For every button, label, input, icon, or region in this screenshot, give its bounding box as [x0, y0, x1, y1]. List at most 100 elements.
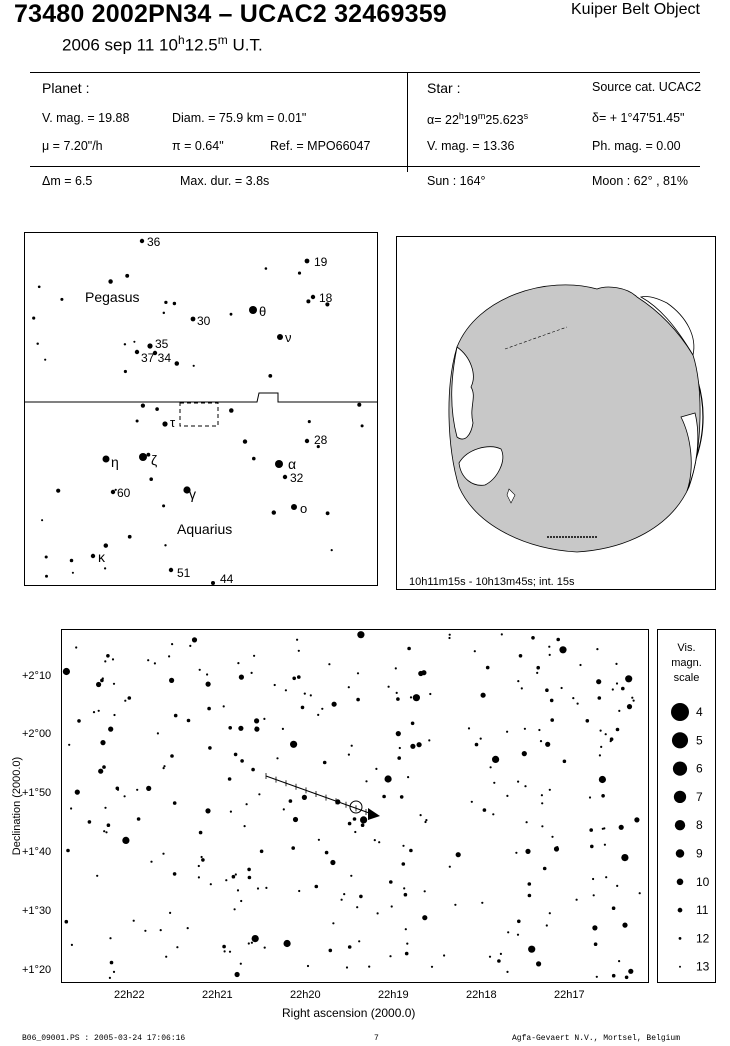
field-star: [603, 843, 607, 846]
field-star: [553, 846, 560, 852]
field-star: [292, 676, 296, 681]
field-star: [265, 886, 268, 889]
field-star: [276, 757, 279, 760]
field-star: [493, 781, 496, 784]
field-star: [548, 788, 551, 791]
legend-mag-label: 4: [696, 705, 703, 719]
field-star: [243, 825, 246, 828]
field-star: [611, 688, 614, 691]
legend-dot: [673, 790, 687, 804]
field-star: [189, 644, 192, 647]
field-star: [443, 954, 446, 957]
legend-mag-label: 8: [696, 818, 703, 832]
field-star: [328, 663, 331, 666]
asia-coast: [451, 346, 474, 440]
legend-mag-label: 11: [696, 903, 709, 917]
field-star: [634, 817, 640, 823]
finder-star: [146, 452, 151, 457]
field-star: [103, 830, 106, 833]
field-star: [592, 894, 595, 897]
star-label-44: 44: [220, 572, 234, 585]
field-star: [159, 929, 162, 932]
field-star: [485, 665, 490, 670]
field-star: [545, 924, 548, 927]
planet-ref: Ref. = MPO66047: [270, 139, 371, 153]
field-star: [398, 746, 401, 750]
field-star: [467, 727, 471, 730]
finder-star: [325, 511, 330, 516]
finder-star: [44, 358, 47, 361]
field-star: [497, 959, 501, 963]
field-star: [525, 848, 531, 854]
finder-star: [330, 549, 333, 552]
field-star: [205, 808, 211, 814]
delta-mag: Δm = 6.5: [42, 174, 93, 188]
finder-star: [155, 407, 159, 411]
finder-star: [242, 439, 248, 444]
field-star: [254, 726, 260, 732]
field-star: [489, 766, 492, 769]
finder-star: [282, 474, 288, 480]
field-star: [356, 906, 359, 909]
field-star: [201, 858, 205, 862]
y-axis-label: Declination (2000.0): [11, 756, 23, 856]
finder-star: [183, 486, 191, 494]
field-star: [124, 699, 127, 702]
field-star: [247, 875, 252, 880]
star-label-nu: ν: [285, 330, 292, 345]
field-star: [507, 931, 510, 934]
star-label-32: 32: [290, 471, 304, 485]
field-star: [234, 873, 237, 876]
field-star: [200, 855, 203, 859]
field-star: [263, 717, 266, 720]
occultation-track: [504, 326, 568, 350]
field-star: [347, 821, 352, 826]
field-star: [506, 730, 509, 733]
field-star: [112, 682, 116, 685]
field-star: [621, 854, 629, 862]
legend-title-vis: Vis.: [677, 642, 696, 654]
field-star: [109, 937, 112, 940]
field-star: [303, 692, 306, 695]
field-star: [588, 796, 592, 799]
field-star: [62, 667, 70, 676]
finder-star: [134, 349, 140, 355]
field-star: [430, 965, 434, 968]
field-star: [109, 960, 114, 965]
field-star: [615, 727, 620, 732]
field-star: [360, 823, 365, 827]
field-star: [375, 767, 378, 770]
field-star: [284, 689, 287, 692]
field-star: [237, 662, 240, 665]
field-star: [373, 839, 376, 842]
field-star: [111, 658, 115, 661]
finder-star: [211, 581, 215, 585]
field-star: [66, 848, 70, 853]
divider-middle: [30, 166, 700, 167]
field-star: [399, 795, 404, 799]
field-star: [245, 803, 248, 806]
field-star: [454, 903, 457, 906]
field-star: [539, 740, 543, 743]
field-star: [397, 756, 402, 760]
field-star: [306, 964, 310, 968]
field-star: [368, 965, 371, 968]
finder-star: [360, 424, 364, 428]
field-star: [209, 883, 212, 886]
field-star: [481, 901, 484, 904]
field-star: [428, 739, 431, 742]
planet-mu: μ = 7.20"/h: [42, 139, 103, 153]
field-star: [324, 850, 329, 855]
constellation-pegasus: Pegasus: [85, 289, 139, 305]
field-star: [404, 928, 407, 931]
field-star: [317, 713, 320, 716]
field-star: [198, 830, 203, 835]
field-star: [524, 785, 527, 788]
field-star: [331, 701, 337, 707]
field-star: [480, 692, 486, 698]
field-star: [96, 874, 99, 877]
finder-star: [168, 567, 174, 573]
field-star: [631, 696, 634, 699]
field-star: [247, 942, 250, 945]
field-star: [291, 846, 295, 850]
